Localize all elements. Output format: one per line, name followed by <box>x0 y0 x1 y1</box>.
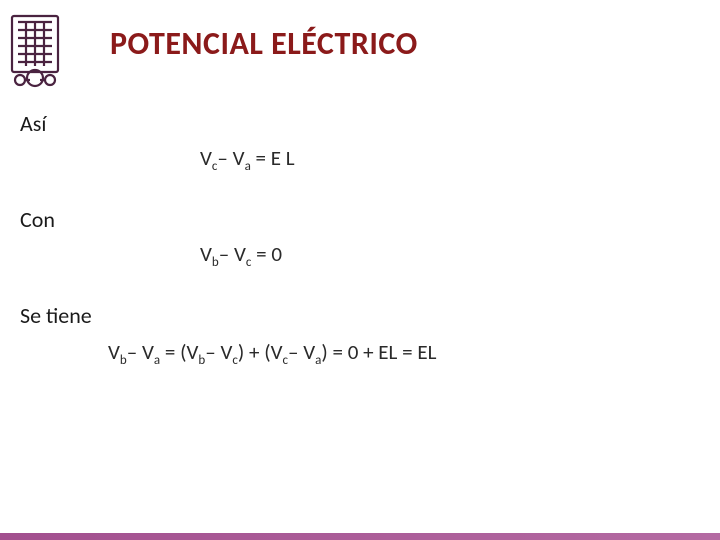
block-setiene: Se tiene Vb– Va = (Vb– Vc) + (Vc– Va) = … <box>20 302 700 368</box>
eq3-mid2: ) + ( <box>238 339 271 365</box>
eq2-rhs: = 0 <box>251 241 282 267</box>
label-setiene: Se tiene <box>20 302 700 329</box>
eq3-dash2: – <box>205 339 220 365</box>
eq3-va1-v: V <box>142 339 154 365</box>
eq3-vb1-sub: b <box>120 354 127 369</box>
eq1-va-v: V <box>233 145 245 171</box>
ipn-logo-icon <box>8 10 62 90</box>
eq3-mid1: = ( <box>160 339 186 365</box>
eq3-vb2-v: V <box>186 339 198 365</box>
equation-2: Vb– Vc = 0 <box>200 241 700 270</box>
equation-3: Vb– Va = (Vb– Vc) + (Vc– Va) = 0 + EL = … <box>108 339 700 368</box>
eq1-dash: – <box>217 145 232 171</box>
eq1-vc-v: V <box>200 145 212 171</box>
slide-title: POTENCIAL ELÉCTRICO <box>110 24 418 63</box>
eq2-vb-sub: b <box>212 255 219 270</box>
content-area: Así Vc– Va = E L Con Vb– Vc = 0 Se tiene… <box>20 110 700 383</box>
footer-accent-bar <box>0 533 720 540</box>
eq3-vc2-v: V <box>220 339 232 365</box>
label-asi: Así <box>20 110 700 137</box>
slide: POTENCIAL ELÉCTRICO Así Vc– Va = E L Con… <box>0 0 720 540</box>
eq3-dash1: – <box>127 339 142 365</box>
equation-1: Vc– Va = E L <box>200 145 700 174</box>
eq3-vb1-v: V <box>108 339 120 365</box>
eq1-rhs: = E L <box>251 145 295 171</box>
eq3-rhs: ) = 0 + EL = EL <box>321 339 436 365</box>
eq3-va3-v: V <box>303 339 315 365</box>
eq3-vc3-v: V <box>271 339 283 365</box>
label-con: Con <box>20 206 700 233</box>
block-con: Con Vb– Vc = 0 <box>20 206 700 270</box>
eq2-vc-v: V <box>234 241 246 267</box>
eq2-vb-v: V <box>200 241 212 267</box>
block-asi: Así Vc– Va = E L <box>20 110 700 174</box>
eq2-dash: – <box>219 241 234 267</box>
eq3-dash3: – <box>288 339 303 365</box>
